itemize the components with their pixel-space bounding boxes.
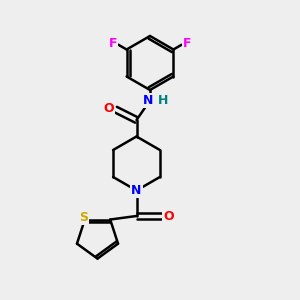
Text: N: N [142,94,153,107]
Text: H: H [158,94,169,107]
Text: F: F [183,37,191,50]
Text: N: N [131,184,142,197]
Text: O: O [103,101,114,115]
Text: F: F [109,37,117,50]
Text: O: O [163,209,174,223]
Text: S: S [79,211,88,224]
